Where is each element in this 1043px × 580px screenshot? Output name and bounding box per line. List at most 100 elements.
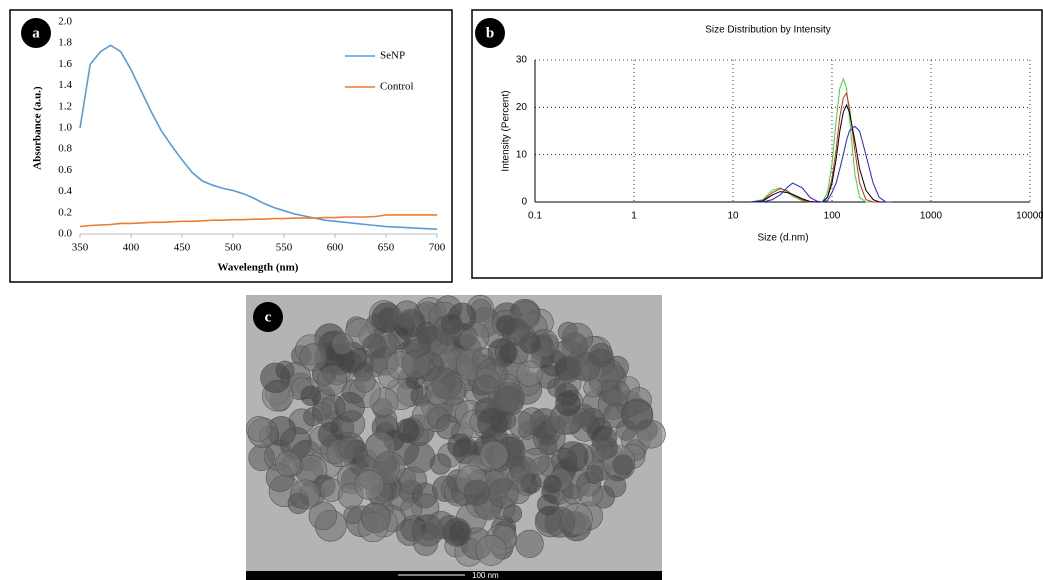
particle xyxy=(544,506,576,538)
particle xyxy=(561,322,594,354)
x-tick-label: 450 xyxy=(174,242,191,254)
y-tick-label: 0.2 xyxy=(58,206,72,218)
series-line xyxy=(750,91,892,203)
panel-label: b xyxy=(486,25,494,41)
y-tick-label: 2.0 xyxy=(58,16,72,28)
particle xyxy=(508,411,535,438)
y-tick-label: 0.6 xyxy=(58,164,72,176)
particle xyxy=(260,362,291,394)
y-tick-label: 0.4 xyxy=(58,185,72,197)
particle xyxy=(300,385,322,407)
panel-label: a xyxy=(32,25,40,41)
particle xyxy=(512,324,536,348)
particle xyxy=(521,447,550,476)
particle xyxy=(440,313,463,335)
panel-label: c xyxy=(265,309,272,325)
y-axis-label: Absorbance (a.u.) xyxy=(32,86,44,170)
x-tick-label: 700 xyxy=(429,242,446,254)
particle xyxy=(435,414,460,440)
particle xyxy=(287,492,309,515)
y-tick-label: 1.2 xyxy=(58,100,72,112)
particle xyxy=(308,501,338,531)
particle xyxy=(354,469,385,500)
particle xyxy=(334,391,365,423)
x-tick-label: 350 xyxy=(72,242,89,254)
tem-image xyxy=(245,294,666,580)
y-axis-label: Intensity (Percent) xyxy=(501,90,512,171)
particle xyxy=(479,440,509,470)
particle xyxy=(571,352,601,382)
x-tick-label: 1 xyxy=(631,211,637,222)
particle xyxy=(584,465,604,484)
panel-frame xyxy=(471,9,1043,279)
particle xyxy=(543,474,562,494)
legend-label: Control xyxy=(380,81,414,93)
particle xyxy=(354,371,376,393)
y-tick-label: 30 xyxy=(516,55,528,66)
scale-bar-label: 100 nm xyxy=(472,571,499,580)
particle xyxy=(372,451,406,484)
x-axis-label: Size (d.nm) xyxy=(757,233,808,244)
particle xyxy=(447,433,472,458)
x-tick-label: 10 xyxy=(727,211,739,222)
x-tick-label: 100 xyxy=(824,211,841,222)
y-tick-label: 1.4 xyxy=(58,79,72,91)
particle xyxy=(442,517,472,547)
particle xyxy=(299,343,328,372)
particle xyxy=(331,332,354,355)
chart-title: Size Distribution by Intensity xyxy=(705,25,831,36)
y-tick-label: 0.0 xyxy=(58,228,72,240)
y-tick-label: 20 xyxy=(516,102,528,113)
series-line xyxy=(79,214,437,228)
panel-frame xyxy=(9,9,453,283)
legend-label: SeNP xyxy=(380,50,405,62)
series-line xyxy=(750,77,892,203)
x-tick-label: 1000 xyxy=(920,211,943,222)
x-tick-label: 650 xyxy=(378,242,395,254)
particle xyxy=(555,390,581,417)
particle xyxy=(403,330,432,358)
particle xyxy=(303,407,323,427)
particle xyxy=(591,439,613,461)
particle xyxy=(429,453,452,475)
x-tick-label: 500 xyxy=(225,242,242,254)
panel-badge xyxy=(475,18,505,48)
particle xyxy=(431,368,463,400)
x-tick-label: 600 xyxy=(327,242,344,254)
particle xyxy=(245,416,272,442)
particle xyxy=(537,493,559,516)
particle xyxy=(362,334,387,359)
particle xyxy=(395,418,420,444)
x-axis-label: Wavelength (nm) xyxy=(218,262,299,274)
particle xyxy=(275,450,301,477)
y-tick-label: 10 xyxy=(516,149,528,160)
series-line xyxy=(79,44,438,230)
y-tick-label: 1.6 xyxy=(58,58,72,70)
particle xyxy=(557,441,589,473)
particle xyxy=(515,529,544,558)
particle xyxy=(316,365,348,396)
particle xyxy=(337,436,361,459)
panel-badge xyxy=(253,302,283,332)
particle xyxy=(516,360,543,387)
y-tick-label: 1.0 xyxy=(58,122,72,134)
x-tick-label: 0.1 xyxy=(528,211,542,222)
particle xyxy=(603,474,627,498)
particle xyxy=(488,478,519,509)
particle xyxy=(411,482,438,509)
series-line xyxy=(750,125,892,203)
panel-badge xyxy=(21,18,51,48)
y-tick-label: 0.8 xyxy=(58,143,72,155)
series-line xyxy=(750,103,892,203)
particle xyxy=(621,398,654,431)
y-tick-label: 0 xyxy=(521,197,527,208)
x-tick-label: 400 xyxy=(123,242,140,254)
particle xyxy=(360,502,391,533)
particle xyxy=(463,479,490,506)
particle xyxy=(472,375,500,403)
x-tick-label: 550 xyxy=(276,242,293,254)
x-tick-label: 10000 xyxy=(1016,211,1043,222)
particle xyxy=(477,407,508,438)
